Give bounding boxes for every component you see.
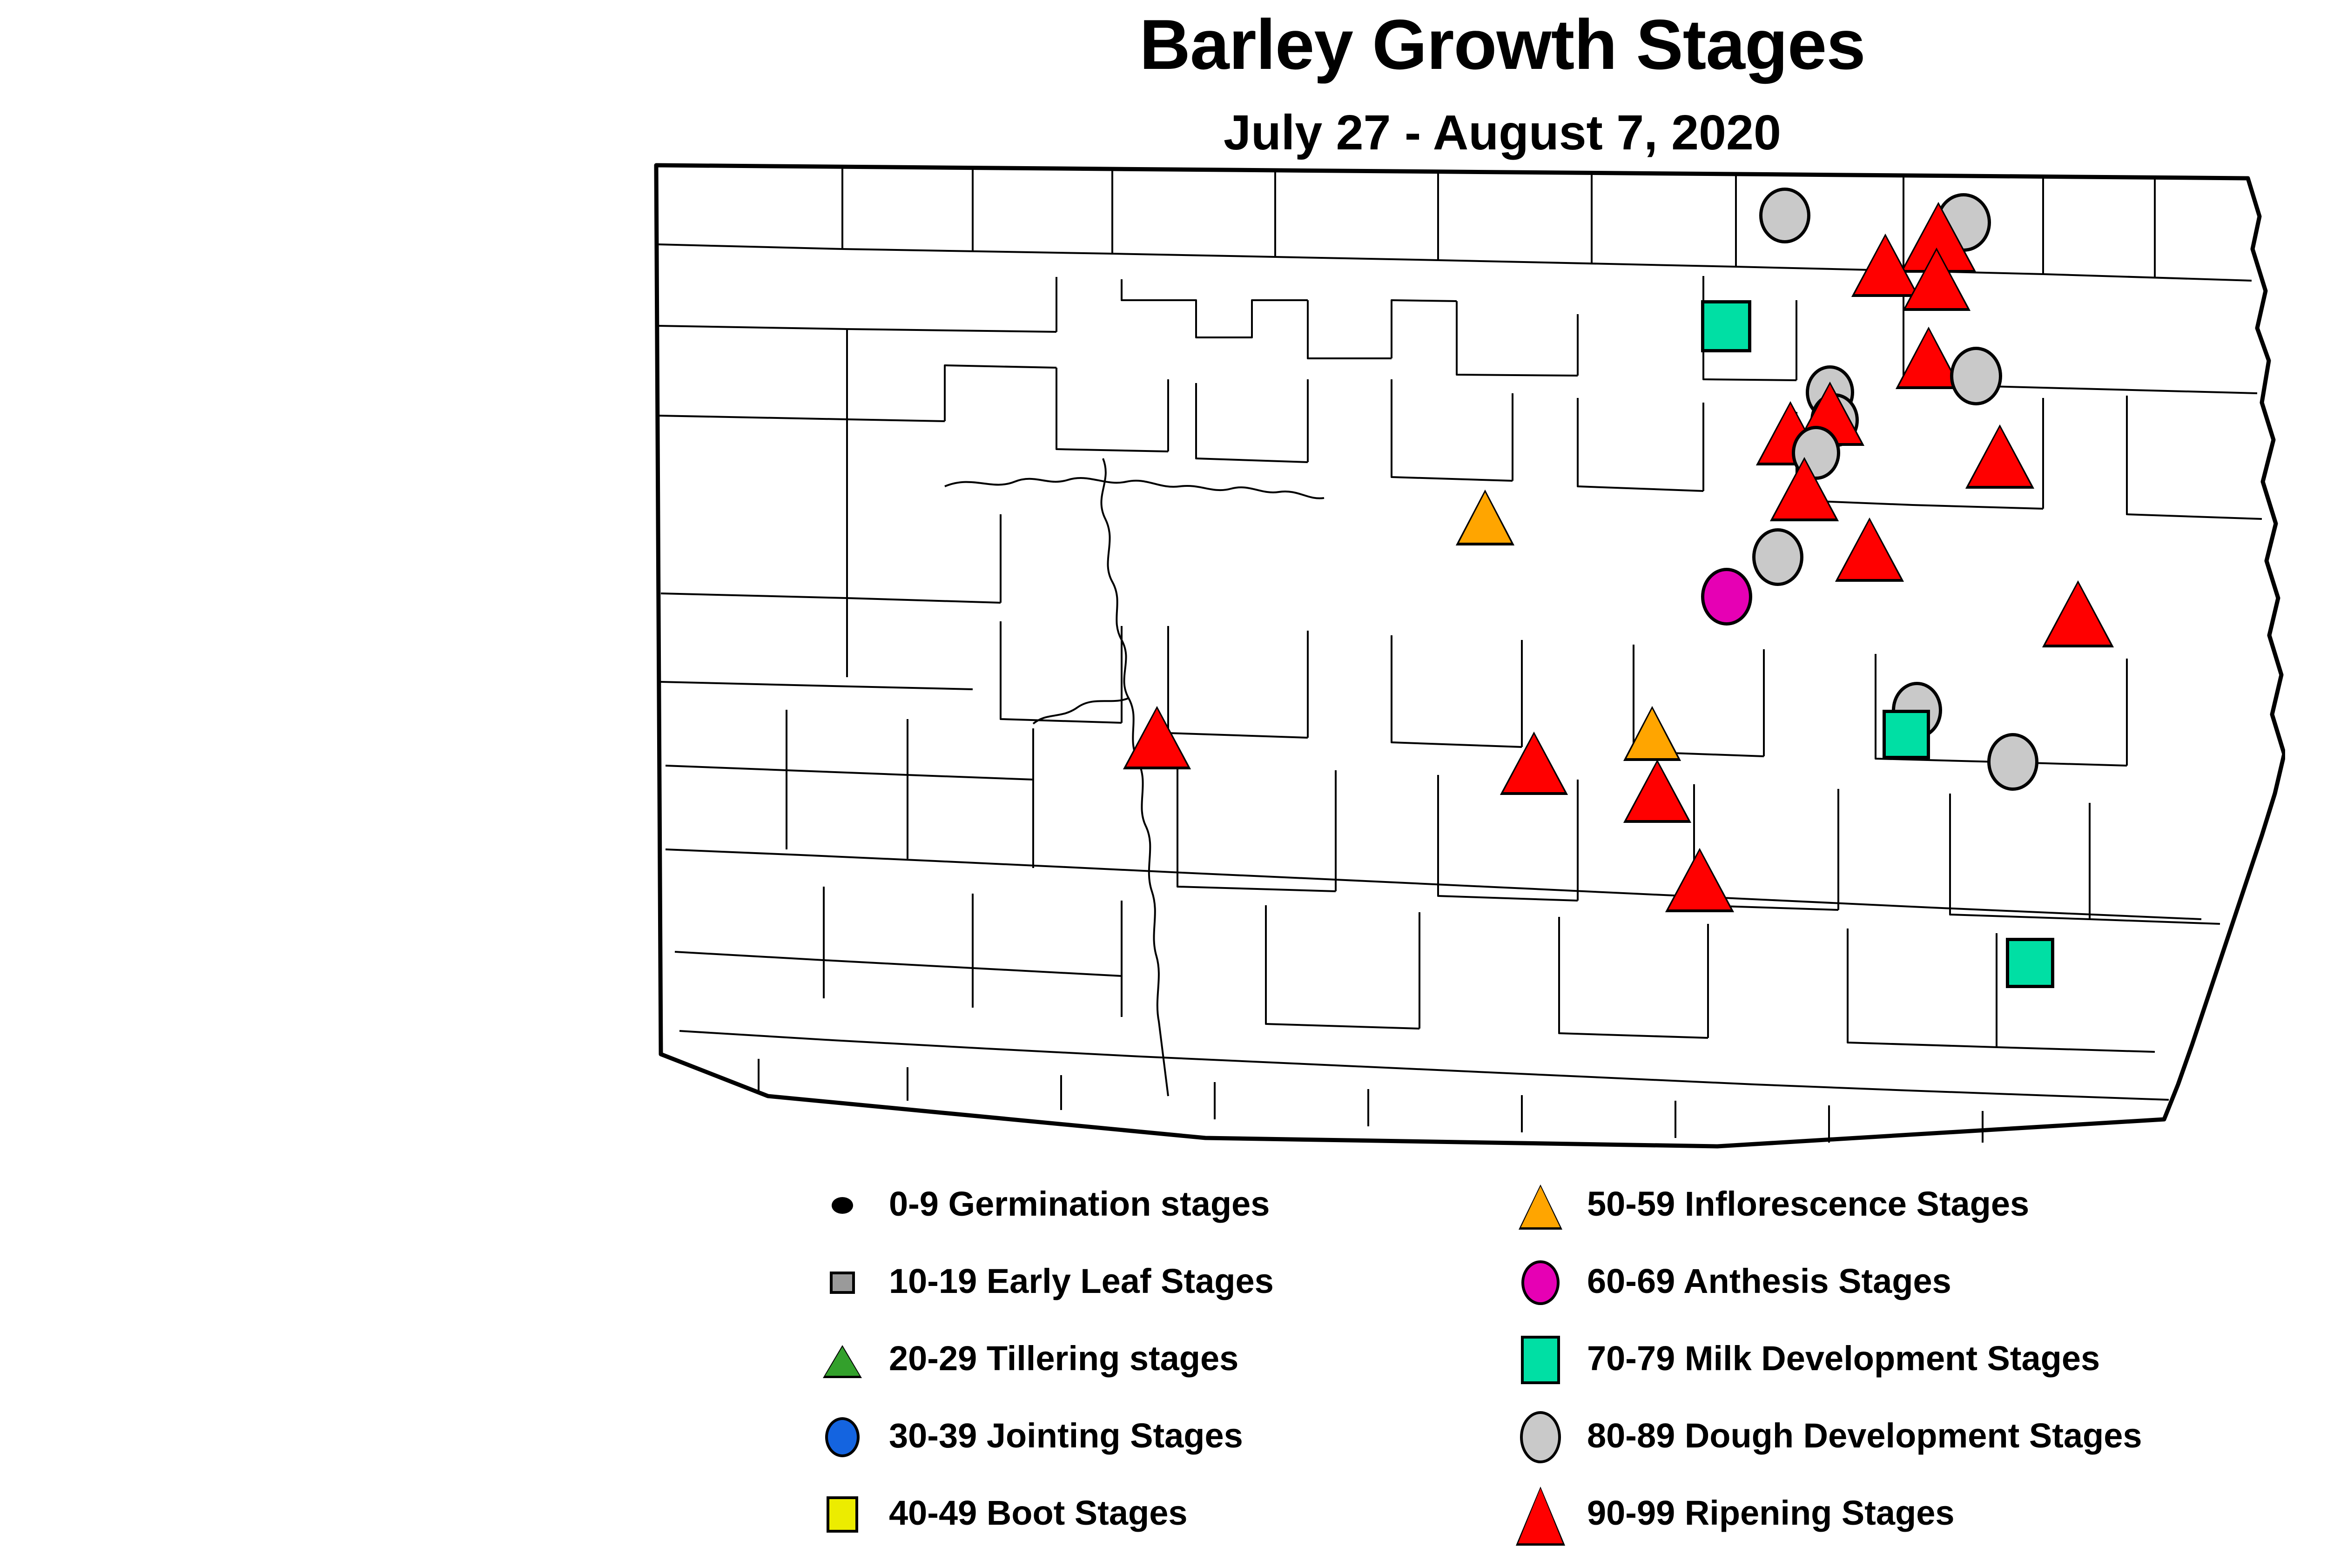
title-block: Barley Growth Stages July 27 - August 7,…: [0, 0, 2327, 157]
legend-swatch-early_leaf: [830, 1272, 855, 1294]
legend-swatch-dough: [1520, 1411, 1561, 1463]
north-dakota-county-map: [647, 161, 2285, 1157]
legend-label-early_leaf: 10-19 Early Leaf Stages: [889, 1262, 1274, 1300]
map-marker-ripening: [2045, 582, 2111, 645]
map-marker-milk: [1701, 300, 1751, 352]
legend-swatch-anthesis: [1521, 1260, 1560, 1305]
map-marker-inflorescence: [1459, 491, 1511, 543]
map-marker-ripening: [1899, 328, 1958, 386]
legend-label-jointing: 30-39 Jointing Stages: [889, 1416, 1243, 1455]
map-marker-dough: [1950, 347, 2002, 405]
map-marker-ripening: [1126, 707, 1188, 767]
legend-label-dough: 80-89 Dough Development Stages: [1587, 1416, 2142, 1455]
legend-label-boot: 40-49 Boot Stages: [889, 1494, 1188, 1532]
legend-item-anthesis: 60-69 Anthesis Stages: [1489, 1250, 2280, 1327]
legend-item-dough: 80-89 Dough Development Stages: [1489, 1405, 2280, 1482]
legend-swatch-milk: [1521, 1336, 1560, 1384]
page-subtitle: July 27 - August 7, 2020: [1224, 105, 1781, 160]
legend-swatch-germination: [832, 1197, 853, 1214]
page-title: Barley Growth Stages: [1139, 5, 1866, 84]
map-marker-inflorescence: [1627, 707, 1678, 758]
map-marker-dough: [1987, 733, 2038, 791]
legend-label-milk: 70-79 Milk Development Stages: [1587, 1339, 2100, 1378]
legend-swatch-inflorescence: [1521, 1185, 1560, 1227]
legend-column-left: 0-9 Germination stages 10-19 Early Leaf S…: [791, 1173, 1443, 1559]
legend-label-anthesis: 60-69 Anthesis Stages: [1587, 1262, 1951, 1300]
legend-item-germination: 0-9 Germination stages: [791, 1173, 1443, 1250]
legend-label-germination: 0-9 Germination stages: [889, 1184, 1270, 1223]
legend-item-jointing: 30-39 Jointing Stages: [791, 1405, 1443, 1482]
legend-swatch-boot: [827, 1496, 858, 1533]
map-marker-ripening: [1773, 458, 1836, 518]
legend-swatch-ripening: [1518, 1487, 1563, 1543]
map-marker-ripening: [1627, 761, 1688, 820]
legend-label-tillering: 20-29 Tillering stages: [889, 1339, 1239, 1378]
legend-label-ripening: 90-99 Ripening Stages: [1587, 1494, 1955, 1532]
map-marker-ripening: [1969, 426, 2031, 486]
legend-column-right: 50-59 Inflorescence Stages 60-69 Anthesis…: [1489, 1173, 2280, 1559]
legend-item-inflorescence: 50-59 Inflorescence Stages: [1489, 1173, 2280, 1250]
map-marker-milk: [1883, 710, 1930, 759]
map-marker-ripening: [1838, 519, 1901, 579]
legend-label-inflorescence: 50-59 Inflorescence Stages: [1587, 1184, 2030, 1223]
legend-item-boot: 40-49 Boot Stages: [791, 1482, 1443, 1559]
legend-item-milk: 70-79 Milk Development Stages: [1489, 1327, 2280, 1405]
map-marker-ripening: [1668, 849, 1731, 909]
state-outline: [654, 163, 2285, 1149]
map-marker-dough: [1759, 188, 1810, 243]
map-marker-milk: [2006, 938, 2054, 988]
legend-swatch-jointing: [825, 1417, 860, 1457]
map-marker-ripening: [1906, 249, 1967, 308]
map-marker-anthesis: [1701, 568, 1752, 626]
legend-item-tillering: 20-29 Tillering stages: [791, 1327, 1443, 1405]
legend-swatch-tillering: [825, 1346, 860, 1376]
legend: 0-9 Germination stages 10-19 Early Leaf S…: [791, 1173, 2280, 1559]
map-marker-dough: [1752, 528, 1803, 586]
map-marker-ripening: [1503, 733, 1565, 792]
legend-item-early_leaf: 10-19 Early Leaf Stages: [791, 1250, 1443, 1327]
legend-item-ripening: 90-99 Ripening Stages: [1489, 1482, 2280, 1559]
map-marker-layer: [647, 161, 2285, 1157]
